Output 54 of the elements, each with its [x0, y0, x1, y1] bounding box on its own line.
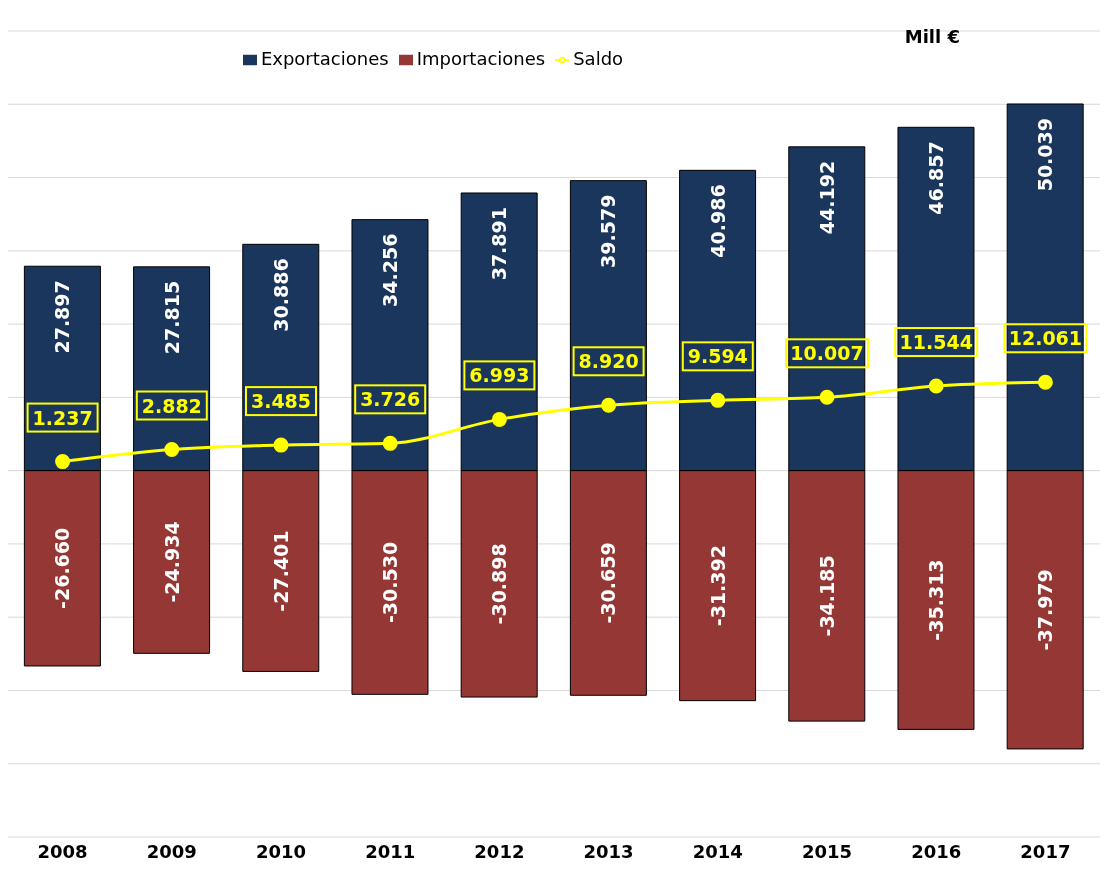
x-tick-label: 2016: [911, 840, 962, 862]
data-label: -27.401: [269, 530, 292, 612]
data-label: -26.660: [51, 527, 74, 609]
data-label: 50.039: [1034, 117, 1057, 192]
data-label: 12.061: [1008, 327, 1083, 350]
data-label: 44.192: [815, 160, 838, 235]
data-label: 6.993: [469, 364, 530, 387]
data-label: 10.007: [790, 342, 864, 365]
x-tick-label: 2011: [365, 840, 416, 862]
data-label: 30.886: [269, 258, 292, 332]
point: [819, 389, 835, 405]
data-label: -30.659: [597, 542, 620, 624]
data-label: 46.857: [924, 141, 947, 215]
x-tick-label: 2017: [1020, 840, 1071, 862]
legend-label: Exportaciones: [260, 48, 389, 69]
point: [491, 411, 507, 427]
x-tick-label: 2014: [692, 840, 743, 862]
x-tick-label: 2010: [255, 840, 307, 862]
point: [601, 397, 617, 413]
data-label: -37.979: [1034, 569, 1057, 651]
x-tick-label: 2015: [801, 840, 853, 862]
data-label: -31.392: [706, 545, 729, 627]
data-label: -24.934: [160, 521, 183, 603]
point: [382, 435, 398, 451]
data-label: 1.237: [32, 406, 93, 429]
legend-label: Importaciones: [416, 48, 546, 69]
data-label: 2.882: [141, 394, 202, 417]
data-label: 34.256: [378, 233, 401, 307]
data-label: 8.920: [578, 350, 639, 373]
annotation: Mill €: [904, 26, 960, 47]
legend-label: Saldo: [573, 48, 624, 69]
point: [55, 454, 71, 470]
data-label: 3.485: [250, 390, 312, 413]
data-label: 40.986: [706, 184, 729, 258]
data-label: 9.594: [687, 345, 748, 368]
data-label: 27.815: [160, 280, 183, 355]
data-label: 11.544: [899, 331, 973, 354]
point: [928, 378, 944, 394]
data-label: 3.726: [360, 388, 421, 411]
point: [710, 392, 726, 408]
x-tick-label: 2009: [146, 840, 197, 862]
point: [1037, 374, 1053, 390]
data-label: -30.530: [378, 541, 401, 624]
x-tick-label: 2008: [37, 840, 88, 862]
data-label: -34.185: [815, 555, 838, 637]
data-label: -30.898: [488, 543, 511, 625]
data-label: 27.897: [51, 280, 74, 354]
point: [164, 442, 180, 458]
data-label: -35.313: [924, 559, 947, 641]
data-label: 37.891: [488, 207, 511, 281]
x-tick-label: 2013: [583, 840, 634, 862]
x-tick-label: 2012: [474, 840, 525, 862]
data-label: 39.579: [597, 194, 620, 268]
point: [273, 437, 289, 453]
